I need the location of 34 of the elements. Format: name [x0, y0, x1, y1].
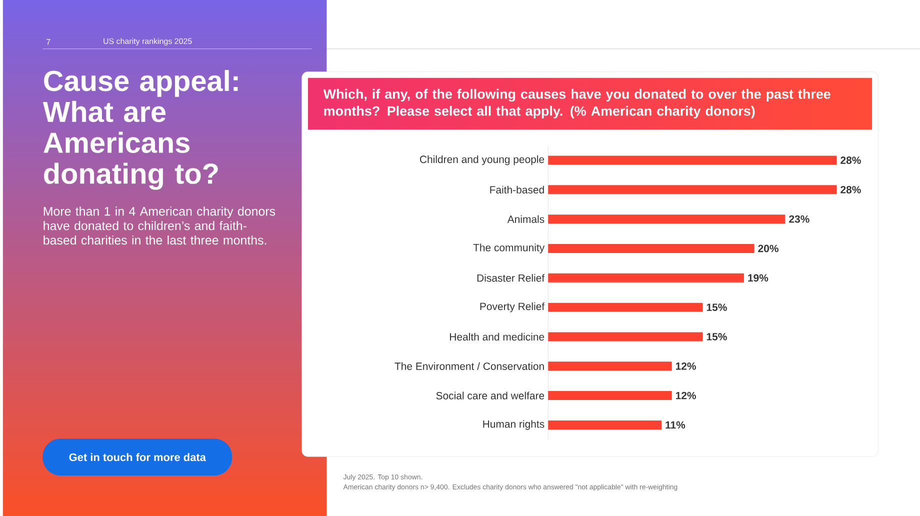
- y-tick-label: Poverty Relief: [480, 302, 545, 312]
- y-tick-label: Health and medicine: [450, 332, 544, 340]
- data-label: 15%: [706, 332, 727, 340]
- y-tick-label: The community: [473, 243, 545, 254]
- chart-title: Which, if any, of the following causes have you donated to over the past three months? Please select all that apply. (% American charity donors): [323, 88, 830, 118]
- bar: [548, 214, 786, 224]
- bar: [548, 302, 703, 312]
- data-label: 28%: [840, 156, 861, 164]
- data-label: 23%: [789, 215, 810, 223]
- y-tick-label: The Environment / Conservation: [394, 362, 544, 370]
- y-tick-label: Human rights: [483, 420, 544, 430]
- bar: [548, 273, 744, 282]
- data-label: 15%: [706, 303, 727, 311]
- text: Get in touch for more data: [69, 452, 206, 461]
- y-tick-label: Disaster Relief: [477, 274, 545, 282]
- data-label: 20%: [758, 244, 778, 252]
- data-label: 11%: [666, 421, 686, 428]
- data-label: 12%: [676, 392, 696, 400]
- data-label: 28%: [840, 186, 861, 194]
- y-tick-label: Social care and welfare: [436, 391, 544, 400]
- bar: [548, 390, 672, 400]
- bar: [548, 244, 754, 253]
- bar: [548, 361, 672, 370]
- y-tick-label: Children and young people: [420, 155, 544, 165]
- bar: [548, 420, 662, 430]
- text: More than 1 in 4 American charity donors have donated to children’s and faith-based charities in the last three months.: [44, 206, 276, 244]
- y-tick-label: Faith-based: [490, 186, 544, 194]
- bar: [548, 156, 837, 165]
- bar: [548, 332, 703, 342]
- y-tick-label: Animals: [507, 215, 544, 223]
- bar: [548, 184, 837, 194]
- text: Cause appeal: What are Americans donating to?: [42, 70, 238, 190]
- data-label: 19%: [748, 274, 768, 282]
- data-label: 12%: [676, 362, 696, 370]
